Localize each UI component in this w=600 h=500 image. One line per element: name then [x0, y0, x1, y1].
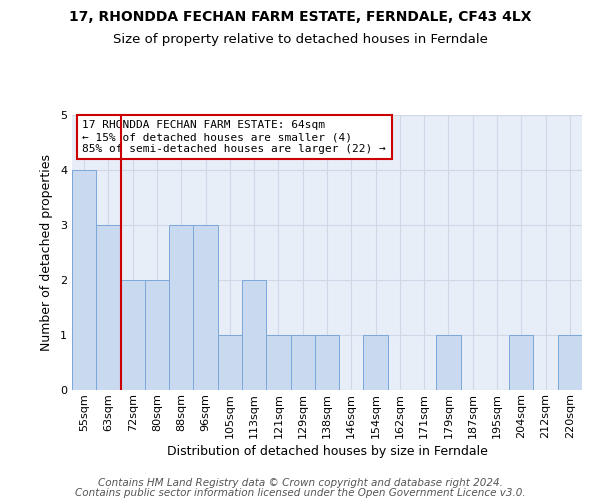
Bar: [558, 335, 582, 390]
Bar: [509, 335, 533, 390]
Bar: [145, 280, 169, 390]
Text: 17 RHONDDA FECHAN FARM ESTATE: 64sqm
← 15% of detached houses are smaller (4)
85: 17 RHONDDA FECHAN FARM ESTATE: 64sqm ← 1…: [82, 120, 386, 154]
Bar: [436, 335, 461, 390]
X-axis label: Distribution of detached houses by size in Ferndale: Distribution of detached houses by size …: [167, 444, 487, 458]
Bar: [72, 170, 96, 390]
Text: Contains HM Land Registry data © Crown copyright and database right 2024.: Contains HM Land Registry data © Crown c…: [98, 478, 502, 488]
Bar: [169, 225, 193, 390]
Bar: [218, 335, 242, 390]
Text: Contains public sector information licensed under the Open Government Licence v3: Contains public sector information licen…: [74, 488, 526, 498]
Bar: [364, 335, 388, 390]
Bar: [290, 335, 315, 390]
Bar: [193, 225, 218, 390]
Text: 17, RHONDDA FECHAN FARM ESTATE, FERNDALE, CF43 4LX: 17, RHONDDA FECHAN FARM ESTATE, FERNDALE…: [69, 10, 531, 24]
Bar: [96, 225, 121, 390]
Bar: [315, 335, 339, 390]
Bar: [121, 280, 145, 390]
Text: Size of property relative to detached houses in Ferndale: Size of property relative to detached ho…: [113, 32, 487, 46]
Bar: [266, 335, 290, 390]
Bar: [242, 280, 266, 390]
Y-axis label: Number of detached properties: Number of detached properties: [40, 154, 53, 351]
